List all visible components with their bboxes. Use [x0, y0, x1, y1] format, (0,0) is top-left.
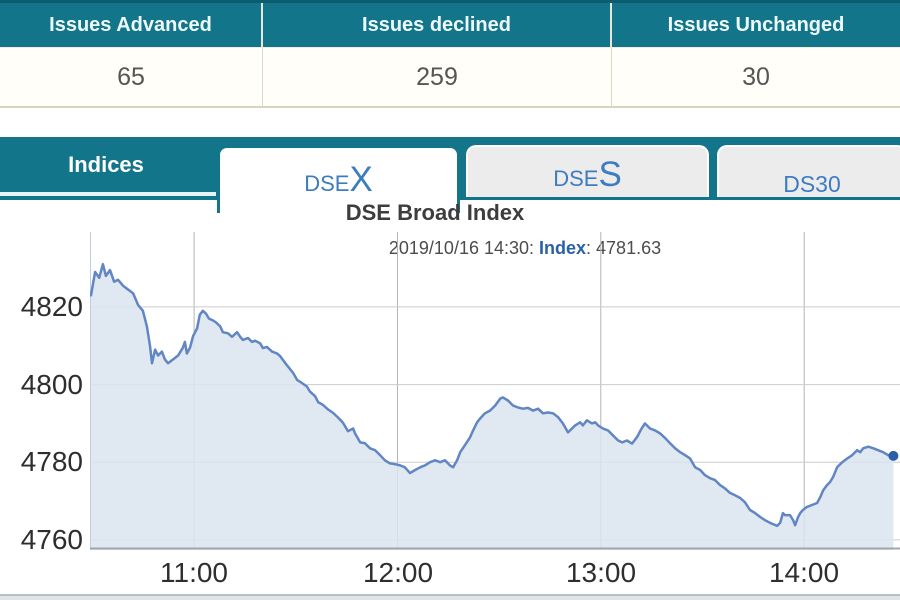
indices-panel-underline: [0, 192, 216, 196]
y-tick-4800: 4800: [20, 369, 83, 400]
tab-dses-label: DSE: [553, 166, 599, 191]
indices-panel-label: Indices: [68, 151, 144, 177]
x-tick-11: 11:00: [160, 557, 228, 588]
tab-ds30-label: DS30: [783, 171, 841, 197]
tab-ds30[interactable]: DS30: [717, 145, 900, 197]
x-tick-12: 12:00: [362, 557, 434, 588]
y-tick-4780: 4780: [20, 446, 83, 477]
issues-unchanged-value: 30: [742, 62, 770, 91]
last-point-marker: [888, 450, 899, 461]
x-tick-14: 14:00: [768, 557, 840, 588]
chart-subtitle-time: 2019/10/16 14:30:: [388, 238, 540, 258]
x-tick-13: 13:00: [565, 557, 637, 588]
issues-unchanged-header: Issues Unchanged: [667, 13, 845, 36]
chart-subtitle-index-value: : 4781.63: [586, 238, 662, 258]
issues-advanced-header: Issues Advanced: [0, 3, 263, 47]
tab-dses[interactable]: DSES: [466, 145, 709, 197]
issues-summary-header-row: Issues Advanced Issues declined Issues U…: [0, 3, 900, 47]
issues-declined-header: Issues declined: [263, 3, 612, 47]
issues-summary-table: Issues Advanced Issues declined Issues U…: [0, 0, 900, 108]
y-tick-4820: 4820: [20, 291, 83, 322]
issues-declined-value: 259: [263, 48, 612, 106]
chart-title: DSE Broad Index: [345, 200, 525, 225]
tab-dsex[interactable]: DSEX: [217, 145, 460, 213]
bottom-divider: [0, 594, 900, 600]
chart-subtitle: 2019/10/16 14:30: Index: 4781.63: [90, 238, 900, 259]
chart-subtitle-index-label: Index: [539, 238, 587, 258]
issues-advanced-value: 65: [0, 48, 263, 106]
tab-dsex-label: DSE: [304, 171, 350, 196]
y-tick-4760: 4760: [20, 524, 83, 555]
index-area-chart: [90, 232, 900, 550]
issues-summary-value-row: 65 259 30: [0, 47, 900, 108]
